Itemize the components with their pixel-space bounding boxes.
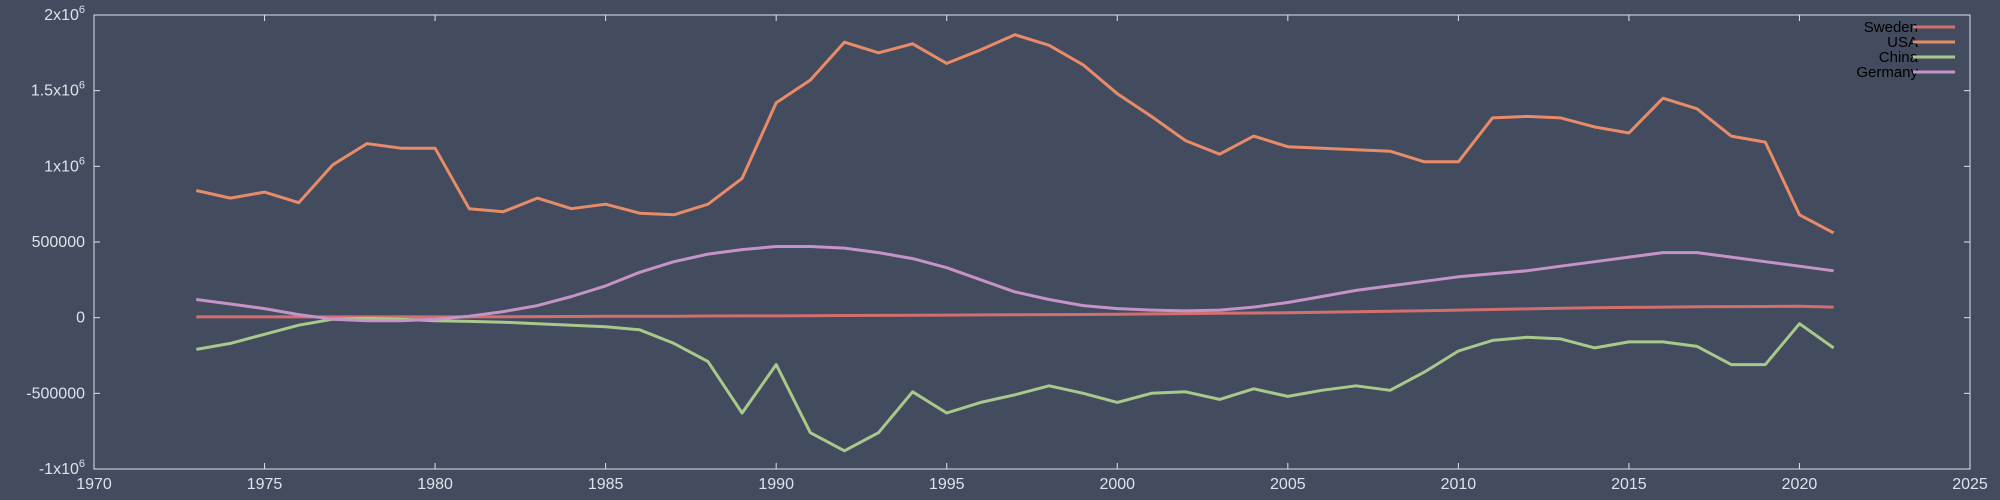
y-tick-label-exponent: 6 (79, 458, 85, 470)
y-tick-label-exponent: 6 (79, 80, 85, 92)
x-tick-label: 2025 (1952, 476, 1988, 493)
legend-label-sweden: Sweden (1864, 19, 1918, 36)
x-tick-label: 2010 (1441, 476, 1477, 493)
x-tick-label: 2020 (1782, 476, 1818, 493)
x-tick-label: 2000 (1099, 476, 1135, 493)
y-tick-label-base: -1x10 (39, 461, 79, 478)
x-axis: 1970 1975 1980 1985 1990 1995 2000 2005 2010 2015… (76, 15, 1988, 493)
series-line-sweden (196, 304, 1834, 319)
y-tick-label-base: 0 (76, 310, 85, 327)
x-tick-label: 1970 (76, 476, 112, 493)
y-tick-label: -1x106 (39, 458, 85, 478)
y-tick-label-exponent: 6 (79, 4, 85, 16)
y-tick-label-base: 500000 (32, 234, 85, 251)
y-tick-label-base: 2x10 (44, 7, 79, 24)
y-tick-label: 1.5x106 (31, 80, 85, 100)
legend-label-usa: USA (1887, 34, 1918, 51)
y-tick-label: 1x106 (44, 155, 85, 175)
y-tick-label: -500000 (26, 385, 85, 402)
x-tick-label: 1985 (588, 476, 624, 493)
x-tick-label: 2005 (1270, 476, 1306, 493)
x-tick-label: 1990 (758, 476, 794, 493)
y-tick-label: 500000 (32, 234, 85, 251)
y-tick-label-base: 1x10 (44, 158, 79, 175)
x-tick-label: 1980 (417, 476, 453, 493)
series-line-china (196, 316, 1835, 453)
y-tick-label: 0 (76, 310, 85, 327)
plot-area-frame (93, 14, 1971, 470)
legend-label-china: China (1879, 49, 1919, 66)
x-tick-label: 1975 (247, 476, 283, 493)
y-tick-label-base: -500000 (26, 385, 85, 402)
x-tick-label: 1995 (929, 476, 965, 493)
y-tick-label-base: 1.5x10 (31, 83, 79, 100)
series-line-germany (196, 245, 1834, 323)
series-lines (195, 33, 1835, 453)
legend-label-germany: Germany (1856, 64, 1918, 81)
x-tick-label: 2015 (1611, 476, 1647, 493)
y-tick-label-exponent: 6 (79, 155, 85, 167)
y-tick-label: 2x106 (44, 4, 85, 24)
series-line-usa (195, 33, 1835, 235)
